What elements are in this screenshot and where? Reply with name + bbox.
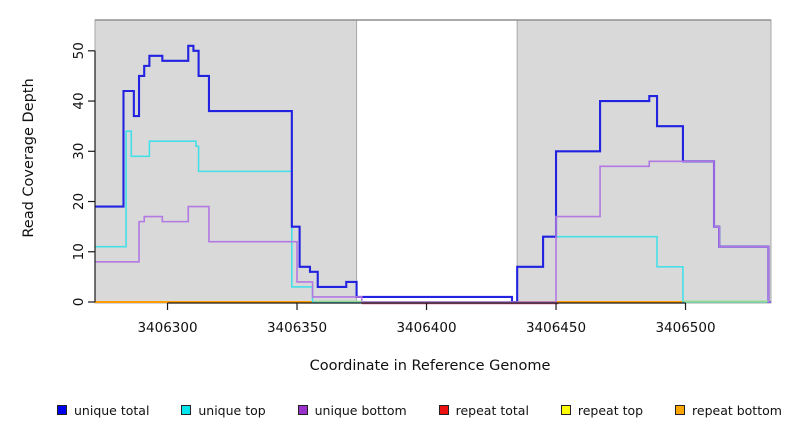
legend-swatch-unique-top [181,405,192,415]
y-tick-label: 0 [71,298,87,307]
legend-item-unique-total: unique total [57,403,149,418]
coverage-plot: 0 10 20 30 40 50 3406300 3406350 3406400 3406450 3… [21,19,772,374]
series-unique-total-line [95,44,771,304]
y-tick-label: 40 [71,92,87,109]
legend-item-repeat-top: repeat top [560,402,644,418]
legend-item-unique-bottom: unique bottom [297,402,407,418]
legend-label-repeat-bottom: repeat bottom [692,402,782,418]
masked-region-panel [94,19,358,304]
series-unique-top-line [95,130,771,303]
y-tick-label: 30 [71,143,87,160]
legend-label-unique-total: unique total [74,402,150,418]
legend-swatch-repeat-bottom [675,405,686,415]
legend-item-repeat-bottom: repeat bottom [675,403,782,418]
legend-swatch-unique-total [57,405,67,415]
x-tick-label: 3406300 [137,320,197,336]
legend-label-unique-bottom: unique bottom [314,402,407,418]
x-axis-label: Coordinate in Reference Genome [310,358,551,374]
x-tick-label: 3406350 [267,320,327,336]
legend-label-repeat-top: repeat top [577,402,644,418]
x-tick-label: 3406400 [396,320,456,336]
legend-item-repeat-total: repeat total [438,402,529,418]
legend-swatch-repeat-top [560,405,571,415]
legend-label-unique-top: unique top [198,402,266,418]
series-unique-bottom-line [95,160,771,303]
masked-region-panel [516,19,772,304]
x-tick-label: 3406450 [526,320,586,336]
legend-swatch-unique-bottom [297,405,308,415]
x-tick-label: 3406500 [655,320,715,336]
y-tick-label: 10 [71,243,87,260]
y-tick-label: 20 [71,193,87,210]
y-axis-label: Read Coverage Depth [21,78,37,237]
axes: 0 10 20 30 40 50 3406300 3406350 3406400 3406450 3… [71,42,716,336]
plot-legend: unique total unique top unique bottom repea… [0,397,792,423]
legend-swatch-repeat-total [438,405,449,415]
y-tick-label: 50 [71,42,87,59]
legend-label-repeat-total: repeat total [455,402,529,418]
legend-item-unique-top: unique top [181,402,266,418]
